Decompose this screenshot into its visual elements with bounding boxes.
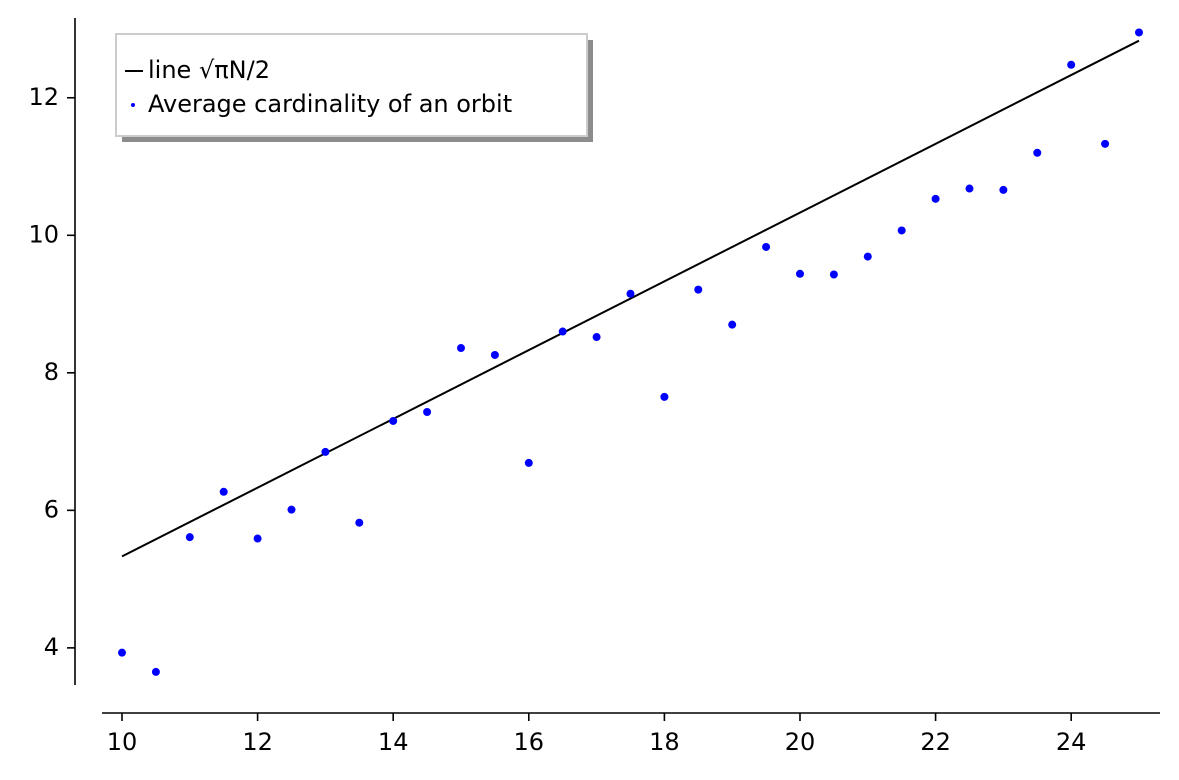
- point: [423, 408, 432, 417]
- x-tick-label: 22: [920, 728, 951, 756]
- x-tick-label: 12: [242, 728, 273, 756]
- point: [863, 252, 872, 261]
- x-tick-label: 24: [1056, 728, 1087, 756]
- point: [795, 269, 804, 278]
- point: [490, 350, 499, 359]
- x-tick-label: 16: [514, 728, 545, 756]
- point: [1101, 139, 1110, 148]
- point: [829, 270, 838, 279]
- point: [456, 344, 465, 353]
- point: [660, 392, 669, 401]
- point: [389, 416, 398, 425]
- y-tick-label: 4: [44, 633, 59, 661]
- point: [1067, 60, 1076, 69]
- legend-box: [115, 33, 588, 137]
- point: [118, 648, 127, 657]
- point: [999, 185, 1008, 194]
- point: [592, 333, 601, 342]
- point: [694, 285, 703, 294]
- point: [355, 518, 364, 527]
- point: [897, 226, 906, 235]
- point: [524, 458, 533, 467]
- y-tick-label: 6: [44, 495, 59, 523]
- y-tick-label: 8: [44, 358, 59, 386]
- line: [121, 39, 1140, 558]
- x-tick-label: 14: [378, 728, 409, 756]
- point: [1033, 148, 1042, 157]
- point: [287, 505, 296, 514]
- point: [626, 289, 635, 298]
- legend-label: Average cardinality of an orbit: [148, 90, 512, 118]
- x-tick-label: 10: [107, 728, 138, 756]
- legend-label: line √πN/2: [148, 56, 270, 84]
- point: [931, 194, 940, 203]
- point: [253, 534, 262, 543]
- x-tick-label: 18: [649, 728, 680, 756]
- point: [321, 447, 330, 456]
- y-tick-label: 12: [28, 83, 59, 111]
- point: [762, 242, 771, 251]
- point: [728, 320, 737, 329]
- point: [151, 667, 160, 676]
- point: [219, 487, 228, 496]
- point: [185, 533, 194, 542]
- point: [1134, 28, 1143, 37]
- legend-point: [131, 103, 135, 107]
- point: [558, 327, 567, 336]
- y-tick-label: 10: [28, 220, 59, 248]
- point: [965, 184, 974, 193]
- x-tick-label: 20: [785, 728, 816, 756]
